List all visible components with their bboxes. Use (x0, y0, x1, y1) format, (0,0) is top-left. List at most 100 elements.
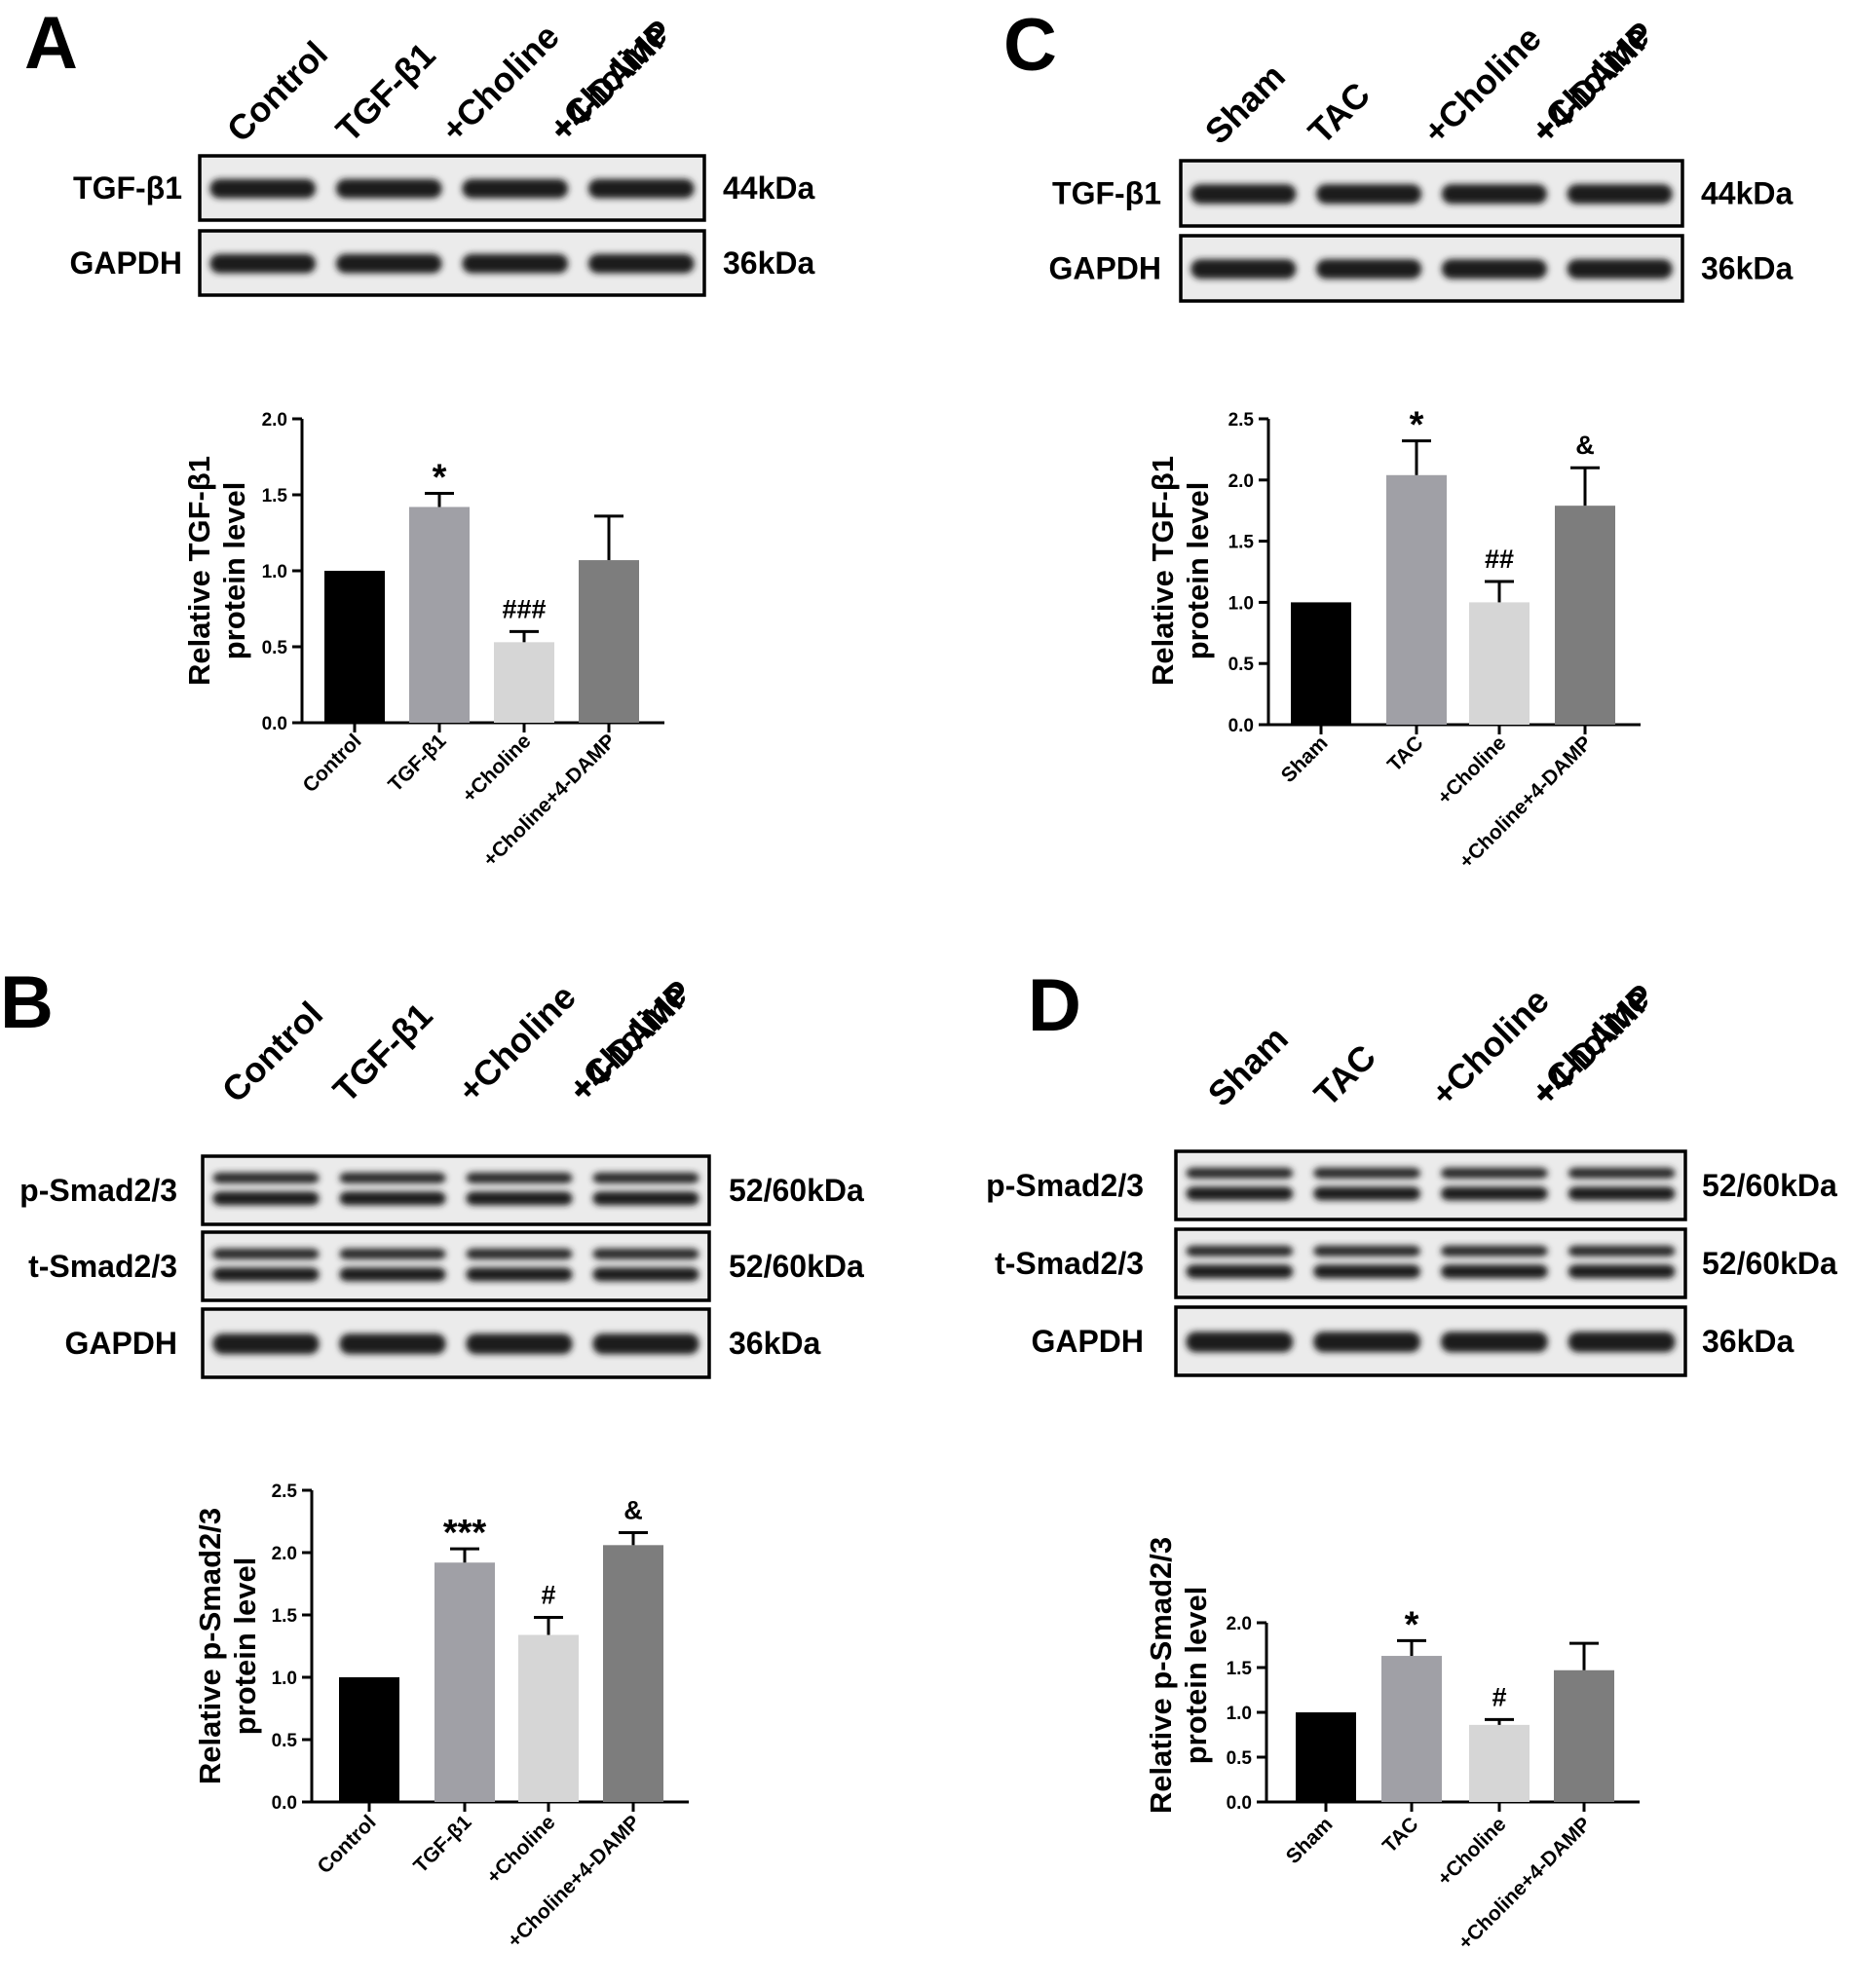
bar (603, 1545, 663, 1802)
lane-label: TAC (1301, 74, 1378, 151)
lane-label-line: TAC (1306, 1036, 1383, 1113)
lane-label-line: TAC (1301, 74, 1378, 151)
band-upper (1440, 1167, 1548, 1179)
band-upper (592, 1172, 699, 1183)
significance-mark: * (1410, 405, 1424, 446)
bar (518, 1634, 579, 1802)
lane-label: Sham (1197, 56, 1293, 151)
lane-label: Control (214, 994, 330, 1109)
y-axis-title: Relative p-Smad2/3 protein level (1144, 1537, 1213, 1814)
category-label: TGF-β1 (409, 1811, 475, 1877)
bar (324, 571, 385, 723)
band-upper (466, 1248, 573, 1259)
blot-frame (201, 1154, 711, 1226)
blot-protein-label: p-Smad2/3 (19, 1173, 177, 1208)
bar (1555, 506, 1615, 725)
y-axis-title-line: protein level (217, 482, 251, 660)
y-tick-label: 2.0 (262, 410, 287, 431)
band (1567, 259, 1673, 280)
band-lower (466, 1191, 573, 1206)
significance-mark: * (1405, 1604, 1419, 1645)
band-lower (592, 1191, 699, 1206)
y-axis-title-line: Relative p-Smad2/3 (1144, 1537, 1178, 1814)
category-label-text: +Choline (1433, 731, 1510, 808)
bar (339, 1677, 399, 1802)
band-lower (592, 1267, 699, 1282)
band-lower (1313, 1264, 1421, 1279)
band-upper (1186, 1245, 1294, 1257)
lane-label-line: +4-DAMP (543, 12, 680, 149)
y-axis-title-line: protein level (1181, 482, 1215, 660)
blot-size-label: 44kDa (723, 170, 815, 206)
category-label: Sham (1277, 731, 1333, 787)
category-label-text: Control (313, 1811, 380, 1878)
y-tick-label: 2.0 (272, 1544, 297, 1564)
band-lower (212, 1267, 320, 1282)
blot-size-label: 36kDa (1702, 1324, 1794, 1359)
blot-size-label: 36kDa (1701, 251, 1794, 286)
panel-c: C Sham TAC +Choline+Choline+4-DAMP TGF-β1 44k… (1003, 4, 1794, 303)
band-lower (1568, 1186, 1676, 1201)
blot-size-label: 36kDa (723, 245, 815, 281)
band-upper (1313, 1167, 1421, 1179)
band-lower (1568, 1264, 1676, 1279)
blot-size-label: 36kDa (729, 1326, 821, 1361)
band-lower (466, 1267, 573, 1282)
lane-label: +Choline+4-DAMP (1523, 14, 1662, 151)
category-label-text: TGF-β1 (409, 1811, 475, 1877)
lane-label: TGF-β1 (328, 35, 443, 150)
blot-gapdh: GAPDH 36kDa (1048, 234, 1794, 303)
category-label-text: TGF-β1 (384, 730, 450, 796)
significance-mark: * (433, 457, 447, 498)
band (335, 178, 442, 199)
band (212, 1333, 320, 1355)
significance-mark: # (1492, 1682, 1506, 1711)
category-label: TAC (1383, 731, 1428, 776)
lane-label: +Choline (450, 976, 584, 1109)
category-label: TAC (1379, 1813, 1423, 1857)
blot-gapdh: GAPDH 36kDa (64, 1307, 821, 1379)
band-lower (212, 1191, 320, 1206)
bar (409, 506, 470, 723)
band-upper (466, 1172, 573, 1183)
bar (1291, 602, 1351, 725)
band (587, 178, 695, 199)
blot-protein-label: TGF-β1 (1052, 176, 1161, 211)
band (209, 253, 317, 274)
blot-size-label: 52/60kDa (1702, 1246, 1837, 1281)
band (466, 1333, 573, 1355)
blot-protein-label: GAPDH (69, 245, 182, 281)
bar (1296, 1712, 1356, 1802)
bar (1386, 474, 1447, 725)
category-label: Control (298, 730, 365, 797)
blot-frame (1174, 1227, 1687, 1299)
blot-protein-label: TGF-β1 (73, 170, 182, 206)
category-label: Sham (1282, 1813, 1338, 1868)
bar (1381, 1656, 1442, 1802)
band (1190, 184, 1297, 205)
y-tick-label: 1.5 (1228, 533, 1255, 553)
y-tick-label: 1.0 (1227, 1704, 1252, 1724)
bar (1469, 1724, 1530, 1802)
band (1313, 1332, 1421, 1353)
significance-mark: # (541, 1581, 555, 1610)
lane-label-line: +4-DAMP (1525, 14, 1662, 151)
category-label: +Choline (482, 1811, 559, 1888)
y-axis-title: Relative TGF-β1 protein level (1146, 456, 1215, 686)
bar (1554, 1669, 1614, 1802)
blot-p-smad2-3: p-Smad2/3 52/60kDa (986, 1149, 1837, 1221)
band (592, 1333, 699, 1355)
category-label: TGF-β1 (384, 730, 450, 796)
category-label-text: Control (298, 730, 365, 797)
lane-label: Control (219, 33, 335, 149)
band-lower (1186, 1264, 1294, 1279)
significance-mark: & (1575, 431, 1595, 460)
category-label: Control (313, 1811, 380, 1878)
lane-label-line: +4-DAMP (1525, 976, 1662, 1113)
band (1441, 184, 1547, 205)
category-label-text: TAC (1379, 1813, 1423, 1857)
y-tick-label: 0.5 (1228, 655, 1255, 675)
